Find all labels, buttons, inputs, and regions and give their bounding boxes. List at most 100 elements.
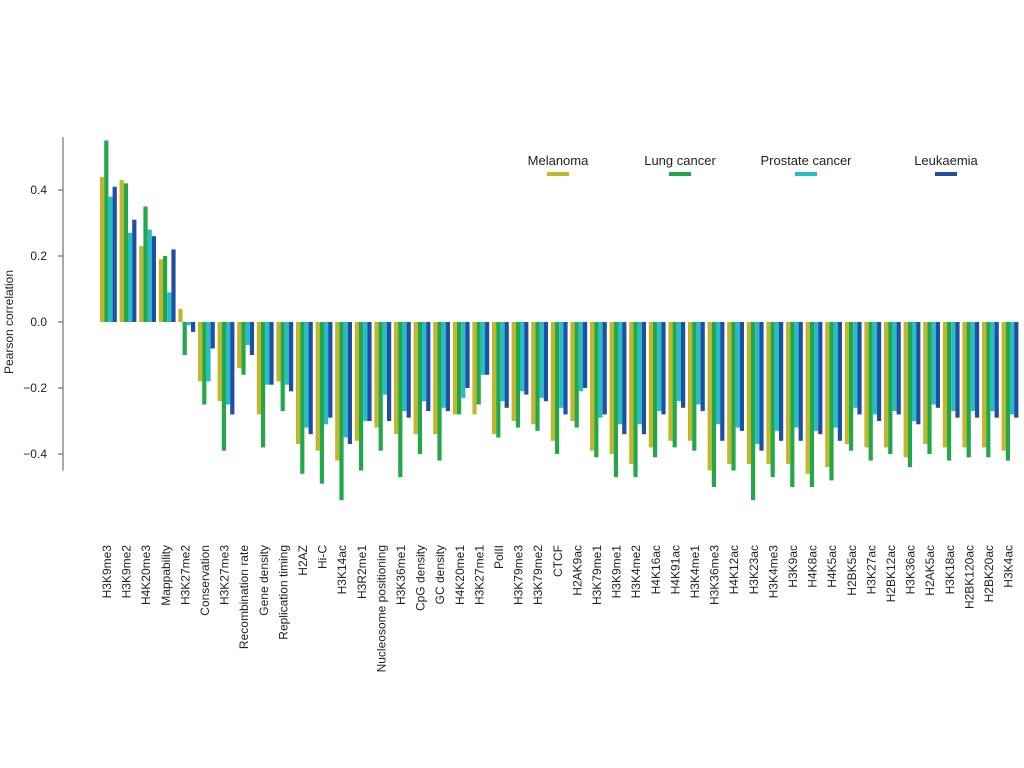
category-label: H3K14ac	[335, 545, 349, 594]
bar	[774, 322, 779, 431]
category-label: H4K91ac	[668, 545, 682, 594]
bar	[315, 322, 320, 451]
bar	[296, 322, 301, 445]
bar	[158, 259, 163, 322]
category-label: Replication timing	[276, 545, 290, 640]
bar	[970, 322, 975, 412]
bar	[931, 322, 936, 405]
bar	[563, 322, 568, 415]
bar	[951, 322, 956, 412]
bar	[476, 322, 481, 405]
bar	[903, 322, 908, 458]
category-label: H2AZ	[296, 545, 310, 576]
bar	[520, 322, 525, 392]
bar	[485, 322, 490, 375]
bar	[857, 322, 862, 415]
bar	[457, 322, 462, 415]
bar	[139, 246, 144, 322]
bar	[354, 322, 359, 441]
bar	[524, 322, 529, 395]
category-label: GC density	[433, 545, 447, 604]
bar	[182, 322, 187, 355]
bar	[637, 322, 642, 425]
bar	[504, 322, 509, 408]
category-label: H3K4ac	[1002, 545, 1016, 588]
category-label: H4K16ac	[649, 545, 663, 594]
category-label: H3R2me1	[355, 545, 369, 599]
bar	[319, 322, 324, 484]
category-label: H3K27me2	[178, 545, 192, 605]
category-label: H3K4me2	[629, 545, 643, 599]
bar	[417, 322, 422, 454]
bar	[648, 322, 653, 448]
bar	[269, 322, 274, 385]
bar	[437, 322, 442, 461]
bar	[300, 322, 305, 474]
legend-swatch	[795, 172, 817, 176]
bar	[206, 322, 211, 382]
bar	[766, 322, 771, 464]
bar	[1001, 322, 1006, 451]
bar	[324, 322, 329, 425]
bar	[241, 322, 246, 375]
bar	[304, 322, 309, 428]
bar	[613, 322, 618, 478]
bar	[171, 249, 176, 322]
legend-swatch	[935, 172, 957, 176]
bar	[877, 322, 882, 421]
bar	[622, 322, 627, 435]
category-label: Gene density	[257, 545, 271, 616]
bar	[343, 322, 348, 438]
bar	[128, 232, 133, 322]
bar	[707, 322, 712, 471]
bar	[422, 322, 427, 402]
bar	[230, 322, 235, 415]
bar	[618, 322, 623, 425]
bar	[221, 322, 226, 451]
category-label: H3K27ac	[864, 545, 878, 594]
bar	[555, 322, 560, 454]
bar	[825, 322, 830, 468]
bar	[884, 322, 889, 448]
bar	[163, 256, 168, 322]
bar	[108, 196, 113, 322]
bar	[927, 322, 932, 454]
category-label: H3K36me1	[394, 545, 408, 605]
category-label: H3K23ac	[747, 545, 761, 594]
category-label: H4K5ac	[825, 545, 839, 588]
bar	[602, 322, 607, 415]
y-axis: 0.4 0.2 0.0 −0.2 −0.4	[23, 137, 64, 471]
bar	[539, 322, 544, 398]
bar	[668, 322, 673, 441]
category-label: H2AK9ac	[570, 545, 584, 596]
bar	[543, 322, 548, 402]
bar	[975, 322, 980, 418]
legend-label: Leukaemia	[914, 153, 978, 168]
bar	[500, 322, 505, 402]
bar	[1005, 322, 1010, 461]
bar	[746, 322, 751, 464]
bar	[814, 322, 819, 431]
bar	[511, 322, 516, 421]
legend-label: Melanoma	[528, 153, 589, 168]
bar	[829, 322, 834, 481]
category-label: H3K9ac	[786, 545, 800, 588]
bar	[496, 322, 501, 438]
category-label: H4K20me3	[139, 545, 153, 605]
bar	[550, 322, 555, 441]
bar	[755, 322, 760, 445]
bar	[786, 322, 791, 464]
bar	[609, 322, 614, 454]
bar	[452, 322, 457, 415]
bar	[143, 206, 148, 322]
bar	[441, 322, 446, 408]
bar	[751, 322, 756, 501]
bar	[335, 322, 340, 461]
legend-swatch	[547, 172, 569, 176]
bar	[426, 322, 431, 412]
bar	[492, 322, 497, 435]
bar	[339, 322, 344, 501]
bar	[394, 322, 399, 435]
bar	[912, 322, 917, 421]
